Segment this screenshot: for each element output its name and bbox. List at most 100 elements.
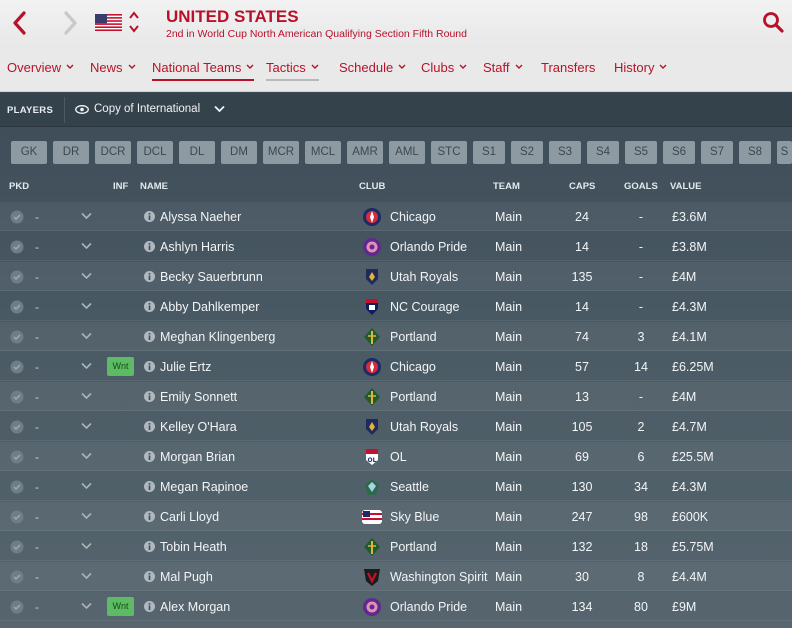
player-name[interactable]: Emily Sonnett [160,390,238,404]
table-row[interactable]: - Meghan Klingenberg Portland Main 74 3 £4.1M [0,322,792,351]
position-filter-mcr[interactable]: MCR [263,141,299,164]
player-name[interactable]: Kelley O'Hara [160,420,237,434]
position-filter-dm[interactable]: DM [221,141,257,164]
chevron-down-icon[interactable] [81,482,92,490]
chevron-down-icon[interactable] [214,105,225,113]
column-header-club[interactable]: CLUB [359,181,386,192]
chevron-down-icon[interactable] [81,242,92,250]
nav-news[interactable]: News [90,60,136,75]
nav-tactics[interactable]: Tactics [266,60,319,81]
info-icon[interactable] [144,601,155,612]
view-selector[interactable]: Copy of International [94,103,201,115]
check-circle-icon[interactable] [10,330,24,344]
chevron-down-icon[interactable] [81,272,92,280]
search-icon[interactable] [762,11,784,33]
nav-overview[interactable]: Overview [7,60,74,75]
chevron-down-icon[interactable] [81,452,92,460]
check-circle-icon[interactable] [10,570,24,584]
position-filter-s8[interactable]: S8 [739,141,771,164]
check-circle-icon[interactable] [10,360,24,374]
club-name[interactable]: Sky Blue [390,510,440,524]
column-header-pkd[interactable]: PKD [9,181,30,192]
club-name[interactable]: Chicago [390,210,436,224]
position-filter-aml[interactable]: AML [389,141,425,164]
player-name[interactable]: Tobin Heath [160,540,227,554]
nav-staff[interactable]: Staff [483,60,523,75]
player-name[interactable]: Megan Rapinoe [160,480,249,494]
table-row[interactable]: - Wnt Alex Morgan Orlando Pride Main 134 80 £9M [0,592,792,621]
club-name[interactable]: Seattle [390,480,429,494]
check-circle-icon[interactable] [10,480,24,494]
info-icon[interactable] [144,421,155,432]
column-header-inf[interactable]: INF [113,181,129,192]
club-name[interactable]: Utah Royals [390,270,459,284]
table-row[interactable]: - Carli Lloyd Sky Blue Main 247 98 £600K [0,502,792,531]
position-filter-mcl[interactable]: MCL [305,141,341,164]
chevron-down-icon[interactable] [81,572,92,580]
chevron-down-icon[interactable] [81,512,92,520]
check-circle-icon[interactable] [10,510,24,524]
club-name[interactable]: Utah Royals [390,420,459,434]
column-header-caps[interactable]: CAPS [569,181,596,192]
position-filter-gk[interactable]: GK [11,141,47,164]
position-filter-dr[interactable]: DR [53,141,89,164]
club-name[interactable]: Chicago [390,360,436,374]
position-filter-s[interactable]: S [777,141,792,164]
position-filter-amr[interactable]: AMR [347,141,383,164]
club-name[interactable]: Portland [390,330,437,344]
check-circle-icon[interactable] [10,270,24,284]
info-icon[interactable] [144,361,155,372]
player-name[interactable]: Alex Morgan [160,600,231,614]
player-name[interactable]: Carli Lloyd [160,510,220,524]
info-icon[interactable] [144,301,155,312]
chevron-down-icon[interactable] [81,542,92,550]
table-row[interactable]: - Morgan Brian OL OL Main 69 6 £25.5M [0,442,792,471]
info-icon[interactable] [144,211,155,222]
table-row[interactable]: - Becky Sauerbrunn Utah Royals Main 135 - £4M [0,262,792,291]
check-circle-icon[interactable] [10,540,24,554]
check-circle-icon[interactable] [10,600,24,614]
info-icon[interactable] [144,271,155,282]
chevron-down-icon[interactable] [81,212,92,220]
table-row[interactable]: - Megan Rapinoe Seattle Main 130 34 £4.3M [0,472,792,501]
check-circle-icon[interactable] [10,420,24,434]
position-filter-dcl[interactable]: DCL [137,141,173,164]
info-icon[interactable] [144,511,155,522]
position-filter-dl[interactable]: DL [179,141,215,164]
check-circle-icon[interactable] [10,210,24,224]
info-icon[interactable] [144,451,155,462]
column-header-value[interactable]: VALUE [670,181,702,192]
player-name[interactable]: Becky Sauerbrunn [160,270,263,284]
position-filter-dcr[interactable]: DCR [95,141,131,164]
chevron-down-icon[interactable] [81,302,92,310]
club-name[interactable]: Washington Spirit [390,570,488,584]
table-row[interactable]: - Abby Dahlkemper NC Courage Main 14 - £4.3M [0,292,792,321]
chevron-down-icon[interactable] [81,392,92,400]
club-name[interactable]: Orlando Pride [390,600,468,614]
team-switch-chevron-icon[interactable] [127,8,141,36]
check-circle-icon[interactable] [10,300,24,314]
player-name[interactable]: Julie Ertz [160,360,212,374]
chevron-down-icon[interactable] [81,602,92,610]
club-name[interactable]: Portland [390,390,437,404]
check-circle-icon[interactable] [10,390,24,404]
table-row[interactable]: - Kelley O'Hara Utah Royals Main 105 2 £4.7M [0,412,792,441]
table-row[interactable]: - Emily Sonnett Portland Main 13 - £4M [0,382,792,411]
chevron-down-icon[interactable] [81,332,92,340]
club-name[interactable]: OL [390,450,407,464]
nav-history[interactable]: History [614,60,667,75]
info-icon[interactable] [144,541,155,552]
chevron-down-icon[interactable] [81,422,92,430]
column-header-team[interactable]: TEAM [493,181,520,192]
table-row[interactable]: - Ashlyn Harris Orlando Pride Main 14 - £3.8M [0,232,792,261]
player-name[interactable]: Alyssa Naeher [160,210,242,224]
position-filter-s7[interactable]: S7 [701,141,733,164]
player-name[interactable]: Abby Dahlkemper [160,300,260,314]
position-filter-stc[interactable]: STC [431,141,467,164]
info-icon[interactable] [144,481,155,492]
info-icon[interactable] [144,241,155,252]
column-header-name[interactable]: NAME [140,181,168,192]
back-arrow-icon[interactable] [8,10,32,36]
position-filter-s4[interactable]: S4 [587,141,619,164]
nav-clubs[interactable]: Clubs [421,60,467,75]
